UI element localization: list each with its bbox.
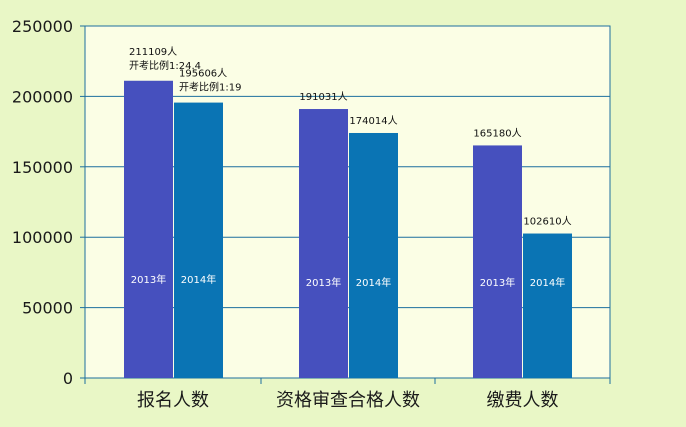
data-label: 102610人 — [523, 216, 571, 228]
data-label: 165180人 — [473, 127, 521, 139]
bar — [523, 233, 572, 378]
x-category-label: 报名人数 — [137, 390, 209, 411]
bar — [299, 109, 348, 378]
data-label-note: 开考比例1:19 — [179, 81, 241, 94]
bar — [174, 102, 223, 378]
bar-series-label: 2013年 — [131, 273, 166, 286]
data-label: 174014人 — [349, 115, 397, 127]
bar — [349, 132, 398, 378]
data-label: 211109人 — [129, 46, 177, 58]
y-tick-label: 0 — [63, 369, 73, 388]
x-category-label: 缴费人数 — [487, 390, 559, 411]
bar — [473, 145, 522, 378]
data-label: 191031人 — [299, 91, 347, 103]
y-tick-label: 50000 — [22, 299, 73, 318]
y-tick-label: 150000 — [12, 158, 73, 177]
bar-series-label: 2014年 — [356, 276, 391, 289]
bar-series-label: 2014年 — [181, 273, 216, 286]
y-tick-label: 200000 — [12, 87, 73, 106]
bar — [124, 80, 173, 378]
bar-series-label: 2013年 — [306, 276, 341, 289]
x-category-label: 资格审查合格人数 — [276, 390, 420, 411]
y-tick-label: 250000 — [12, 17, 73, 36]
data-label: 195606人 — [179, 68, 227, 80]
data-label-note: 开考比例1:24.4 — [129, 59, 201, 72]
y-tick-label: 100000 — [12, 228, 73, 247]
bar-series-label: 2014年 — [530, 276, 565, 289]
bar-series-label: 2013年 — [480, 276, 515, 289]
